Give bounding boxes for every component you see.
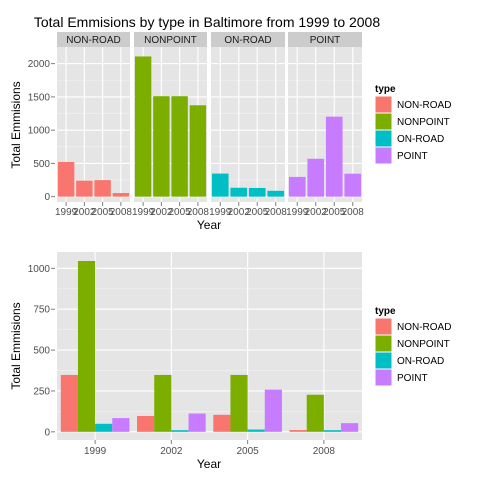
y-tick-label: 750 [33, 305, 50, 316]
legend-title: type [375, 84, 396, 95]
y-tick-label: 1000 [28, 126, 51, 137]
legend-key-non-road [374, 95, 393, 114]
bar-non-road-2008 [112, 193, 130, 197]
bar-non-road-2008 [289, 430, 307, 432]
legend-key-on-road [374, 129, 393, 148]
bar-nonpoint-2005 [171, 96, 188, 197]
bar-on-road-2002 [171, 430, 189, 432]
legend-label: POINT [397, 151, 428, 162]
bar-point-2008 [344, 173, 362, 197]
facet-strip-label: POINT [310, 35, 341, 46]
y-tick-label: 1500 [28, 92, 51, 103]
y-tick-label: 0 [44, 427, 50, 438]
x-tick-label: 2002 [228, 207, 251, 218]
x-tick-label: 1999 [84, 446, 107, 457]
legend-label: NON-ROAD [397, 100, 451, 111]
x-tick-label: 1999 [286, 207, 309, 218]
bar-on-road-2008 [323, 430, 342, 432]
x-axis-label: Year [197, 218, 221, 232]
faceted-bar-chart: Total Emmisions by type in Baltimore fro… [9, 14, 451, 232]
bar-non-road-2002 [76, 180, 93, 197]
x-tick-label: 2005 [237, 446, 260, 457]
legend-key-point [374, 368, 393, 387]
x-tick-label: 2002 [73, 207, 96, 218]
legend-label: ON-ROAD [397, 356, 444, 367]
chart-title: Total Emmisions by type in Baltimore fro… [34, 14, 380, 30]
bar-non-road-1999 [60, 374, 78, 432]
legend-label: POINT [397, 373, 428, 384]
bar-on-road-1999 [95, 423, 113, 432]
x-tick-label: 1999 [209, 207, 232, 218]
y-axis-label: Total Emmisions [9, 302, 23, 389]
legend-key-on-road [374, 351, 393, 370]
bar-nonpoint-2008 [189, 105, 207, 197]
bar-point-1999 [288, 176, 306, 197]
x-tick-label: 2008 [265, 207, 288, 218]
bar-point-2002 [188, 413, 206, 432]
y-tick-label: 0 [44, 192, 50, 203]
x-tick-label: 1999 [55, 207, 78, 218]
bar-non-road-2002 [137, 415, 155, 432]
bar-on-road-2008 [267, 190, 285, 197]
facet-strip-label: NONPOINT [144, 35, 197, 46]
legend-key-point [374, 146, 393, 165]
x-tick-label: 2008 [110, 207, 133, 218]
bar-point-1999 [112, 418, 130, 432]
bar-point-2008 [341, 423, 359, 432]
bar-on-road-2002 [230, 187, 248, 197]
legend-title: type [375, 306, 396, 317]
x-tick-label: 2002 [160, 446, 183, 457]
bar-point-2002 [307, 158, 325, 197]
legend-label: NONPOINT [397, 339, 450, 350]
bar-point-2005 [325, 116, 343, 197]
bar-nonpoint-2008 [306, 394, 324, 432]
bar-non-road-1999 [57, 161, 75, 197]
facet-strip [211, 32, 285, 47]
x-tick-label: 2005 [246, 207, 269, 218]
y-axis-label: Total Emmisions [9, 81, 23, 168]
x-axis-label: Year [197, 457, 221, 471]
bar-point-2005 [264, 389, 282, 432]
legend-label: NONPOINT [397, 117, 450, 128]
x-tick-label: 2008 [187, 207, 210, 218]
x-tick-label: 2005 [169, 207, 192, 218]
y-tick-label: 500 [33, 346, 50, 357]
x-tick-label: 2005 [323, 207, 346, 218]
y-tick-label: 2000 [28, 59, 51, 70]
legend-label: ON-ROAD [397, 134, 444, 145]
grouped-bar-chart: 0 250 500 750 1000 1999 2002 2005 2008 Year Total … [9, 252, 451, 471]
y-tick-label: 250 [33, 386, 50, 397]
legend-label: NON-ROAD [397, 322, 451, 333]
bar-nonpoint-1999 [134, 56, 152, 197]
facet-strip-label: ON-ROAD [224, 35, 271, 46]
facet-strip-label: NON-ROAD [66, 35, 120, 46]
x-tick-label: 2008 [342, 207, 365, 218]
bar-nonpoint-2002 [154, 374, 172, 432]
y-tick-label: 1000 [28, 264, 51, 275]
y-tick-label: 500 [33, 159, 50, 170]
bar-non-road-2005 [213, 414, 231, 432]
legend-key-nonpoint [374, 112, 393, 131]
facet-strip [57, 32, 130, 47]
x-tick-label: 2005 [92, 207, 115, 218]
bar-on-road-2005 [248, 187, 266, 197]
bar-nonpoint-1999 [77, 260, 96, 432]
legend-key-non-road [374, 317, 393, 336]
x-tick-label: 1999 [132, 207, 155, 218]
legend-key-nonpoint [374, 334, 393, 353]
bar-on-road-1999 [211, 173, 229, 197]
bar-nonpoint-2002 [153, 96, 170, 197]
bar-nonpoint-2005 [230, 374, 248, 432]
x-tick-label: 2002 [150, 207, 173, 218]
x-tick-label: 2008 [313, 446, 336, 457]
bar-non-road-2005 [94, 180, 111, 197]
bar-on-road-2005 [247, 429, 265, 432]
facet-strip [288, 32, 362, 47]
facet-strip [134, 32, 207, 47]
x-tick-label: 2002 [305, 207, 328, 218]
